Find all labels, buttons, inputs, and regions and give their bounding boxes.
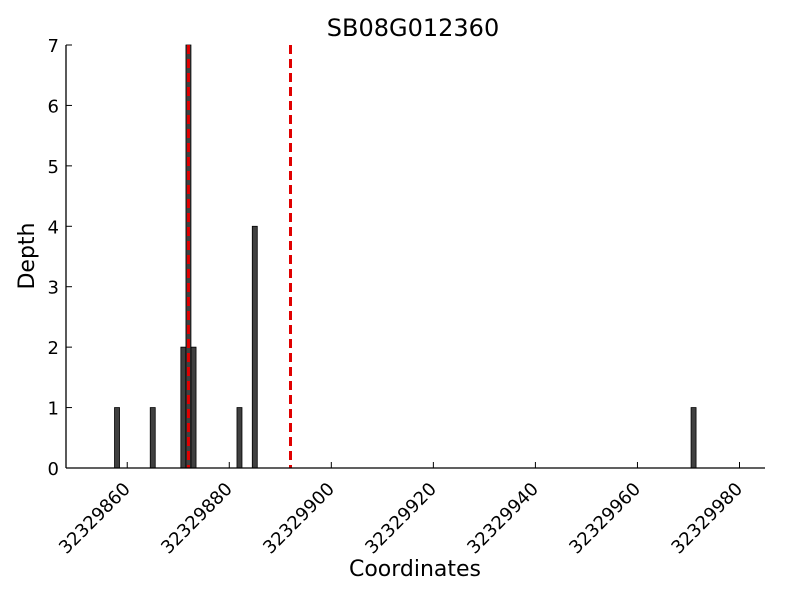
y-ticks: 0 1 2 3 4 5 6 7 bbox=[48, 36, 72, 480]
bar bbox=[190, 346, 197, 469]
x-axis-label: Coordinates bbox=[349, 557, 481, 582]
y-tick-label: 0 bbox=[48, 459, 59, 480]
x-tick-label: 32329880 bbox=[157, 479, 237, 559]
y-axis-label: Depth bbox=[15, 222, 40, 289]
y-tick-label: 3 bbox=[48, 278, 59, 299]
bar bbox=[251, 225, 258, 469]
bar bbox=[114, 407, 120, 469]
x-tick-label: 32329900 bbox=[259, 479, 339, 559]
y-tick-label: 7 bbox=[48, 36, 59, 57]
x-tick-label: 32329860 bbox=[55, 479, 135, 559]
bars-layer bbox=[114, 44, 697, 469]
y-tick-label: 1 bbox=[48, 399, 59, 420]
x-ticks: 32329860 32329880 32329900 32329920 32329940… bbox=[55, 462, 747, 558]
x-tick-label: 32329980 bbox=[667, 479, 747, 559]
chart-title: SB08G012360 bbox=[327, 14, 499, 42]
bar bbox=[690, 407, 697, 469]
y-tick-label: 2 bbox=[48, 338, 59, 359]
bar bbox=[149, 407, 156, 469]
y-tick-label: 6 bbox=[48, 96, 59, 117]
bar bbox=[180, 346, 187, 469]
bar bbox=[236, 407, 243, 469]
x-tick-label: 32329940 bbox=[463, 479, 543, 559]
x-tick-label: 32329920 bbox=[361, 479, 441, 559]
markers-layer bbox=[186, 45, 292, 468]
x-tick-label: 32329960 bbox=[565, 479, 645, 559]
y-tick-label: 4 bbox=[48, 217, 59, 238]
axes bbox=[65, 45, 765, 469]
y-tick-label: 5 bbox=[48, 157, 59, 178]
